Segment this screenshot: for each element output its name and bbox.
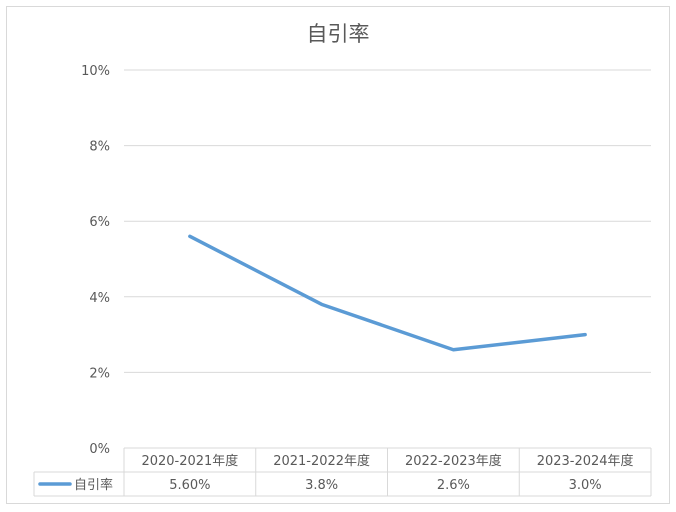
- series-layer: [188, 234, 587, 352]
- y-tick-label: 4%: [89, 291, 110, 306]
- legend-label: 自引率: [74, 477, 113, 493]
- y-tick-label: 8%: [89, 140, 110, 155]
- chart-frame: [6, 6, 670, 504]
- series-line: [188, 234, 587, 352]
- category-label: 2023-2024年度: [537, 453, 634, 469]
- chart-title: 自引率: [307, 22, 370, 46]
- category-label: 2022-2023年度: [405, 453, 502, 469]
- gridlines: [124, 69, 651, 373]
- y-tick-label: 2%: [89, 366, 110, 381]
- y-tick-label: 0%: [89, 442, 110, 457]
- value-label: 5.60%: [169, 478, 210, 493]
- y-axis-ticks: 0% 2% 4% 6% 8% 10%: [81, 64, 110, 457]
- category-label: 2021-2022年度: [273, 453, 370, 469]
- value-label: 2.6%: [437, 478, 470, 493]
- category-label: 2020-2021年度: [141, 453, 238, 469]
- y-tick-label: 6%: [89, 215, 110, 230]
- y-tick-label: 10%: [81, 64, 110, 79]
- value-label: 3.8%: [305, 478, 338, 493]
- data-table: 2020-2021年度 2021-2022年度 2022-2023年度 2023-20…: [33, 447, 652, 497]
- value-label: 3.0%: [569, 478, 602, 493]
